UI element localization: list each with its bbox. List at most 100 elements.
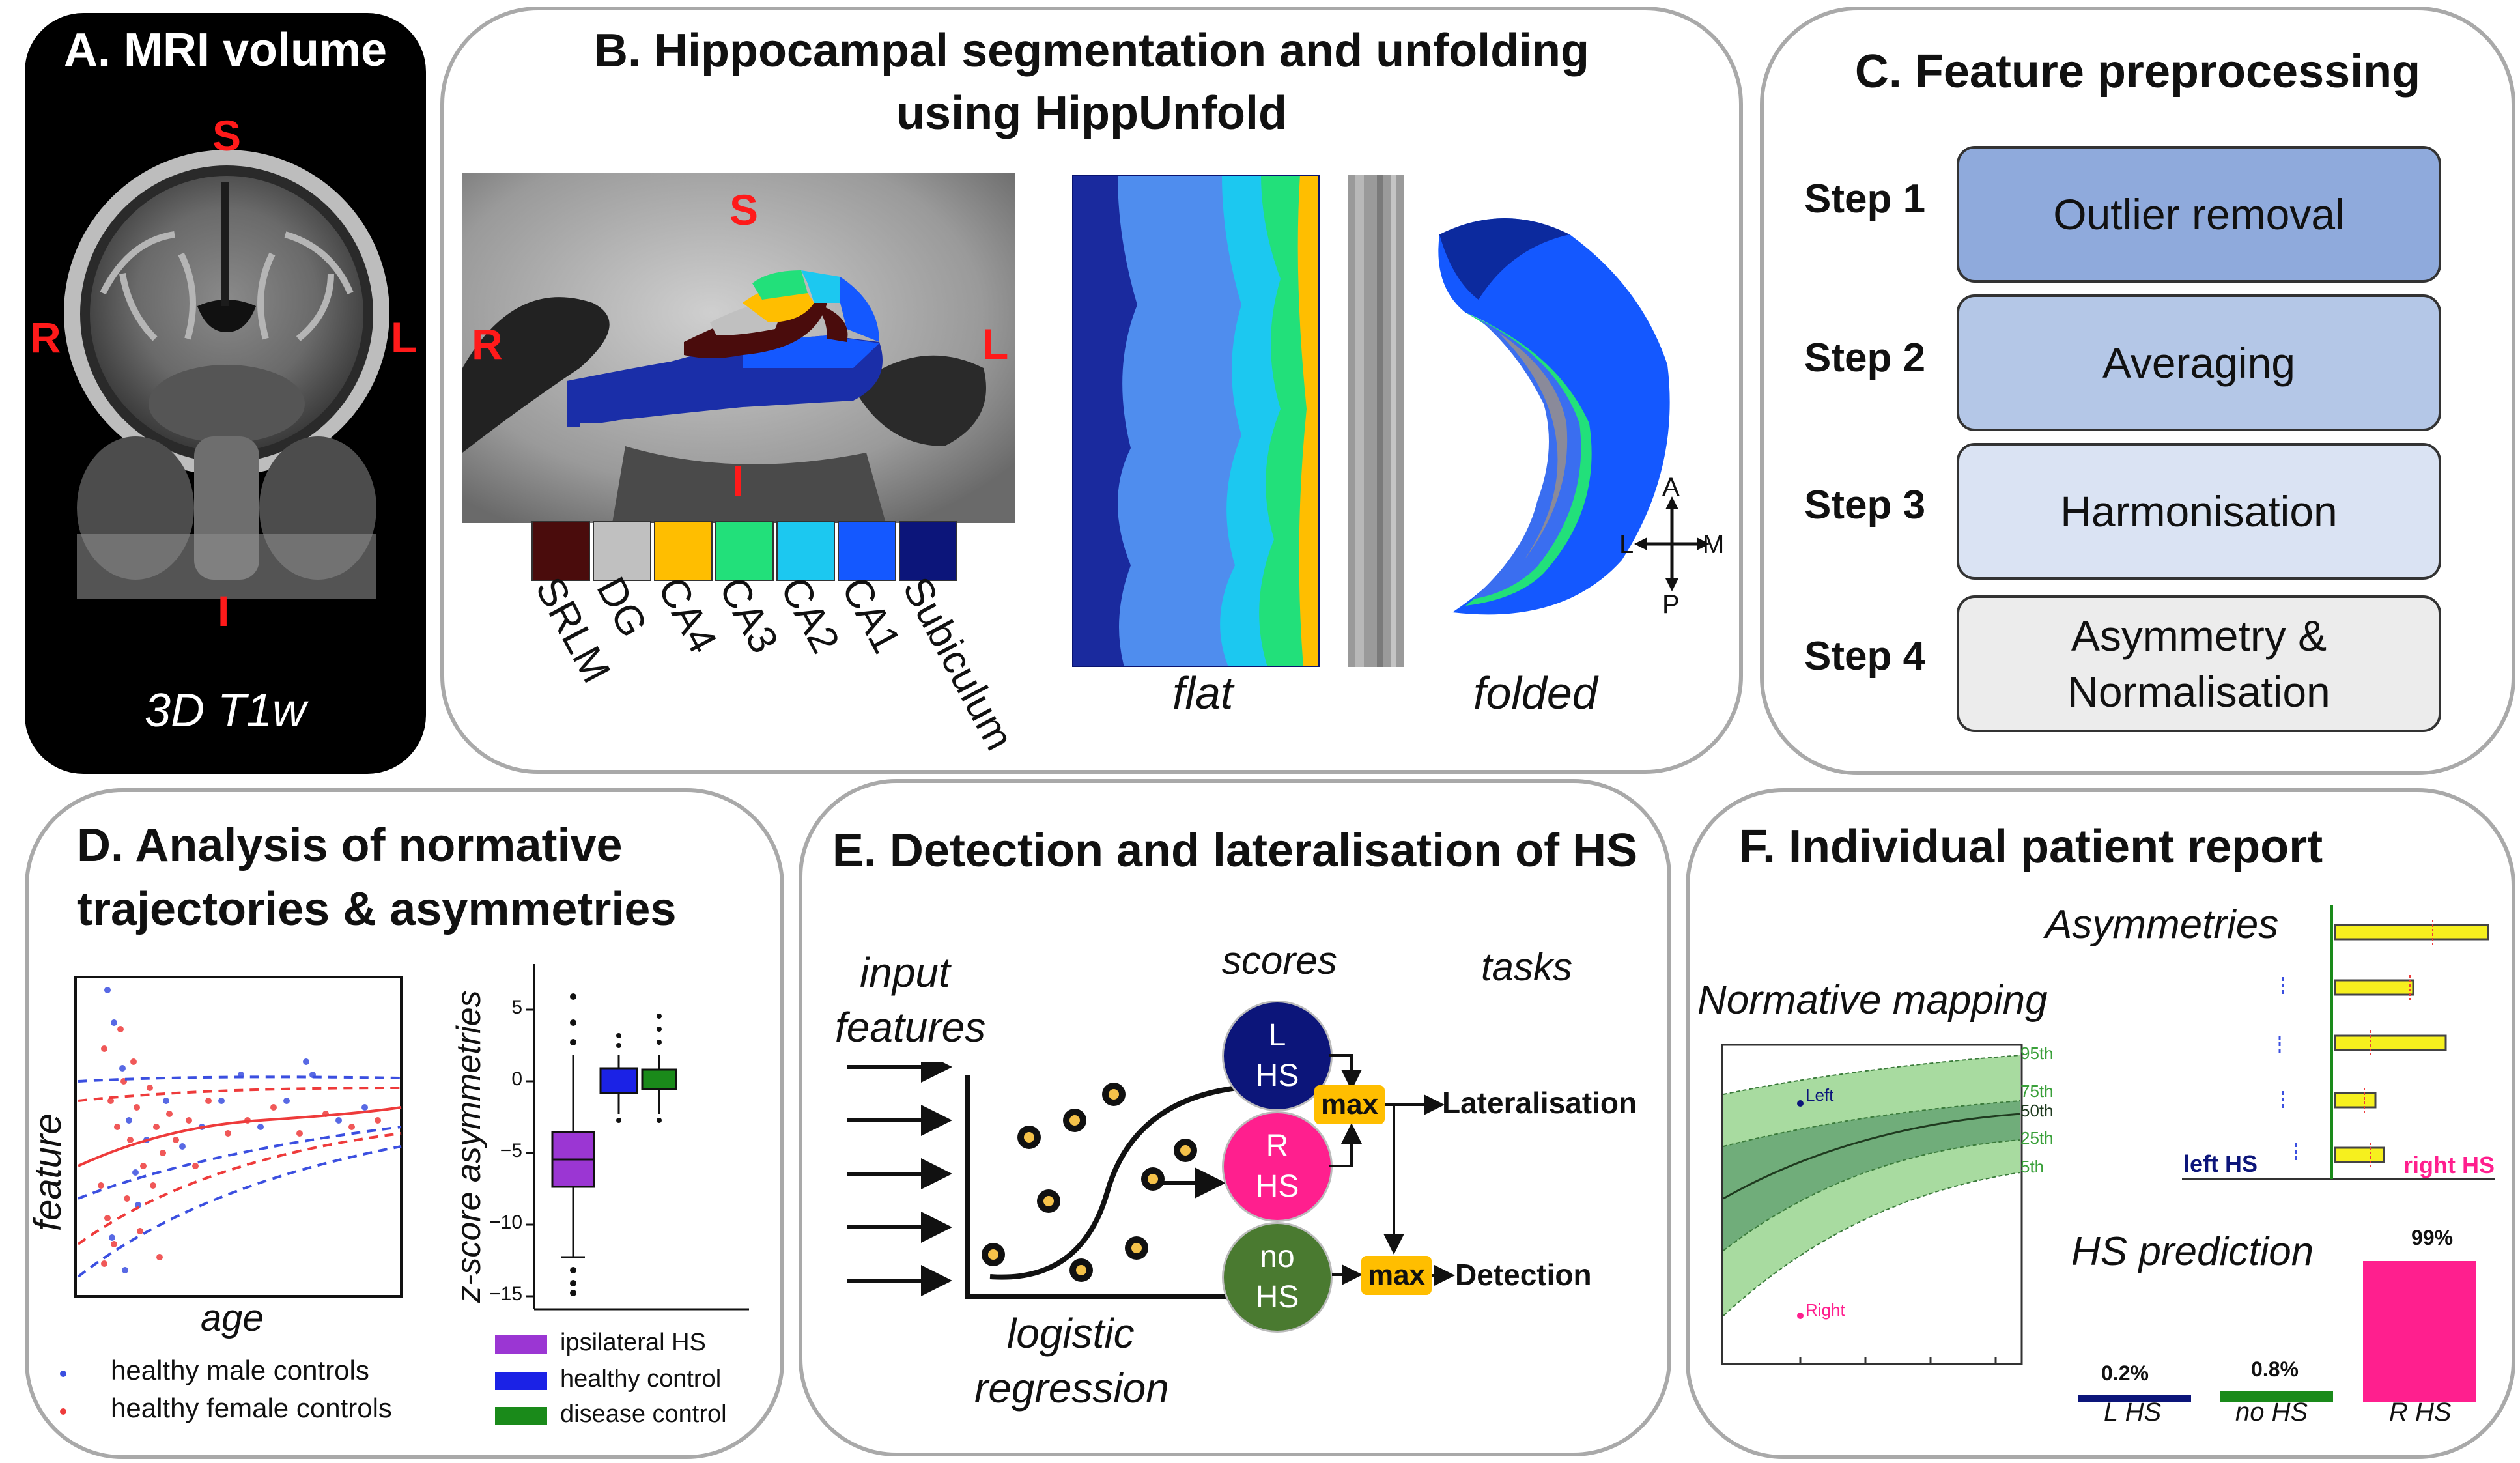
flat-map-image bbox=[1072, 175, 1320, 667]
panel-a-caption: 3D T1w bbox=[144, 685, 307, 737]
panel-b-title-line2: using HippUnfold bbox=[896, 87, 1287, 139]
step4-text-line2: Normalisation bbox=[2067, 668, 2330, 716]
orient-l: L bbox=[391, 313, 418, 362]
flat-map-strip bbox=[1348, 175, 1404, 667]
scores-label: scores bbox=[1222, 939, 1337, 982]
legend-ipsilateral-label: ipsilateral HS bbox=[560, 1329, 706, 1356]
b-orient-r: R bbox=[472, 320, 503, 368]
step1-label: Step 1 bbox=[1804, 177, 1926, 221]
input-label-line2: features bbox=[835, 1004, 986, 1051]
score-circle-nohs: no HS bbox=[1222, 1222, 1333, 1333]
detection-label: Detection bbox=[1455, 1258, 1592, 1292]
point-right-label: Right bbox=[1805, 1300, 1845, 1320]
panel-a-title: A. MRI volume bbox=[63, 24, 388, 76]
pct-95: 95th bbox=[2020, 1044, 2054, 1063]
panel-c-title: C. Feature preprocessing bbox=[1854, 46, 2421, 98]
panel-b-title-line1: B. Hippocampal segmentation and unfoldin… bbox=[593, 25, 1590, 77]
compass-m: M bbox=[1703, 530, 1725, 559]
rhs-line2: HS bbox=[1255, 1169, 1299, 1204]
boxplot-tick-5: 5 bbox=[511, 997, 522, 1018]
step2-text: Averaging bbox=[2102, 339, 2295, 387]
legend-female-label: healthy female controls bbox=[111, 1393, 392, 1423]
right-hs-label: right HS bbox=[2403, 1152, 2495, 1178]
logistic-regression-diagram bbox=[847, 1062, 1277, 1299]
regression-label-line2: regression bbox=[974, 1365, 1169, 1412]
regression-label-line1: logistic bbox=[1007, 1310, 1135, 1357]
subfield-swatch-ca2 bbox=[776, 521, 835, 581]
tasks-label: tasks bbox=[1481, 945, 1573, 989]
step4-text-line1: Asymmetry & bbox=[2071, 612, 2327, 660]
orientation-compass-icon bbox=[1634, 496, 1710, 591]
compass-l: L bbox=[1619, 530, 1634, 559]
legend-male-dot bbox=[60, 1371, 66, 1377]
left-hs-label: left HS bbox=[2183, 1150, 2258, 1177]
normative-mapping-chart bbox=[1721, 1044, 2023, 1365]
legend-ipsilateral-swatch bbox=[495, 1335, 547, 1354]
scatter-xlabel: age bbox=[201, 1297, 264, 1339]
subfield-swatch-ca1 bbox=[838, 521, 896, 581]
boxplot-tick-m10: −10 bbox=[489, 1212, 522, 1233]
b-orient-i: I bbox=[732, 457, 744, 505]
subfield-swatch-ca3 bbox=[715, 521, 774, 581]
compass-p: P bbox=[1662, 590, 1680, 619]
score-circle-lhs: L HS bbox=[1222, 1001, 1333, 1111]
scatter-ylabel: feature bbox=[27, 1113, 69, 1231]
subfield-swatch-subiculum bbox=[899, 521, 957, 581]
step2-label: Step 2 bbox=[1804, 335, 1926, 380]
folded-surface-image bbox=[1438, 218, 1670, 615]
pct-75: 75th bbox=[2020, 1081, 2054, 1101]
rhs-line1: R bbox=[1266, 1129, 1289, 1163]
b-orient-l: L bbox=[982, 320, 1009, 368]
pct-50: 50th bbox=[2020, 1101, 2054, 1120]
orient-s: S bbox=[212, 111, 242, 160]
subfield-swatch-srlm bbox=[531, 521, 590, 581]
pred-label-lhs: L HS bbox=[2104, 1398, 2162, 1427]
legend-disease-label: disease control bbox=[560, 1400, 727, 1428]
pct-5: 5th bbox=[2020, 1157, 2045, 1176]
point-left-label: Left bbox=[1805, 1085, 1834, 1105]
step4-box: Asymmetry & Normalisation bbox=[1957, 595, 2441, 732]
max-box-detection: max bbox=[1361, 1256, 1432, 1295]
panel-e-title: E. Detection and lateralisation of HS bbox=[832, 825, 1638, 877]
input-label-line1: input bbox=[860, 949, 950, 996]
pred-label-nohs: no HS bbox=[2235, 1398, 2308, 1427]
score-circle-rhs: R HS bbox=[1222, 1111, 1333, 1222]
orient-r: R bbox=[30, 313, 61, 362]
legend-female-dot bbox=[60, 1408, 66, 1415]
step3-label: Step 3 bbox=[1804, 483, 1926, 528]
normative-scatter-plot bbox=[74, 976, 403, 1298]
max-box-lateralisation: max bbox=[1314, 1085, 1385, 1124]
subfield-swatch-ca4 bbox=[654, 521, 713, 581]
pred-value-lhs: 0.2% bbox=[2101, 1361, 2149, 1385]
b-orient-s: S bbox=[729, 186, 759, 234]
asymmetry-boxplot bbox=[526, 964, 749, 1311]
pred-bar-rhs bbox=[2363, 1261, 2476, 1402]
nohs-line1: no bbox=[1260, 1240, 1295, 1274]
mri-coronal-image bbox=[64, 150, 389, 599]
panel-d-title-line1: D. Analysis of normative bbox=[77, 819, 623, 872]
score-flow-arrows bbox=[1329, 1054, 1404, 1285]
panel-a: A. MRI volume S R L I 3D T1w bbox=[25, 13, 426, 774]
hippocampus-sagittal-image bbox=[462, 173, 1015, 523]
legend-disease-swatch bbox=[495, 1407, 547, 1425]
flat-label: flat bbox=[1172, 668, 1234, 718]
step3-box: Harmonisation bbox=[1957, 443, 2441, 580]
boxplot-tick-0: 0 bbox=[511, 1068, 522, 1090]
subfield-swatch-dg bbox=[593, 521, 651, 581]
max-label-1: max bbox=[1320, 1088, 1379, 1120]
nohs-line2: HS bbox=[1255, 1280, 1299, 1314]
pred-value-rhs: 99% bbox=[2411, 1226, 2454, 1249]
panel-f-title: F. Individual patient report bbox=[1739, 821, 2323, 873]
hs-prediction-label: HS prediction bbox=[2071, 1229, 2314, 1274]
step1-box: Outlier removal bbox=[1957, 146, 2441, 283]
compass-a: A bbox=[1662, 473, 1680, 502]
boxplot-tick-m15: −15 bbox=[489, 1283, 522, 1305]
boxplot-ylabel: z-score asymmetries bbox=[450, 990, 488, 1303]
pred-bar-nohs bbox=[2220, 1391, 2333, 1402]
legend-healthy-swatch bbox=[495, 1372, 547, 1390]
pct-25: 25th bbox=[2020, 1128, 2054, 1148]
pred-label-rhs: R HS bbox=[2389, 1398, 2452, 1427]
asymmetry-bar-chart bbox=[2182, 905, 2495, 1180]
max-label-2: max bbox=[1367, 1259, 1426, 1291]
normative-mapping-label: Normative mapping bbox=[1697, 978, 2048, 1023]
